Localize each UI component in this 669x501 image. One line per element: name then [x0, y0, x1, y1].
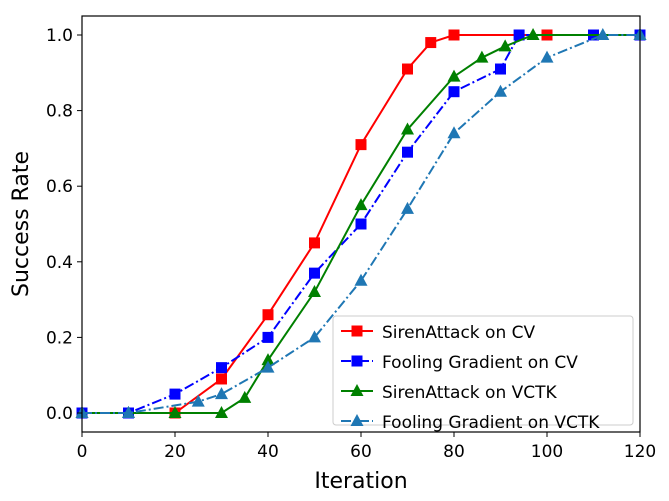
data-point: [354, 273, 368, 286]
data-point: [355, 139, 367, 151]
data-point: [215, 406, 228, 418]
legend-label: Fooling Gradient on VCTK: [382, 413, 600, 433]
data-point: [169, 388, 181, 400]
legend-label: SirenAttack on VCTK: [382, 383, 558, 403]
data-point: [526, 28, 540, 40]
legend-label: Fooling Gradient on CV: [382, 353, 578, 373]
data-point: [596, 28, 610, 40]
data-point: [447, 126, 461, 139]
y-tick-label: 0.2: [46, 328, 73, 348]
data-point: [308, 330, 321, 343]
legend-entry: Fooling Gradient on CV: [341, 353, 578, 373]
data-point: [215, 387, 228, 400]
x-tick-label: 0: [77, 442, 88, 462]
legend-entry: Fooling Gradient on VCTK: [341, 413, 600, 433]
data-point: [308, 285, 321, 298]
data-point: [309, 237, 320, 249]
data-point: [216, 373, 227, 385]
data-point: [191, 394, 205, 407]
data-point: [495, 63, 506, 75]
data-point: [262, 309, 274, 321]
legend-marker: [351, 325, 363, 337]
data-point: [498, 39, 512, 52]
data-point: [354, 198, 368, 211]
x-tick-label: 20: [164, 442, 186, 462]
data-point: [122, 406, 135, 418]
legend-marker: [351, 355, 363, 367]
x-tick-label: 40: [257, 442, 279, 462]
data-point: [540, 50, 554, 63]
legend-marker: [350, 414, 364, 426]
y-tick-label: 0.4: [46, 253, 73, 273]
legend-marker: [350, 384, 364, 396]
data-point: [475, 50, 489, 63]
data-point: [402, 63, 413, 75]
legend: SirenAttack on CV Fooling Gradient on CV S…: [332, 315, 634, 433]
data-point: [447, 69, 461, 82]
axis-ticks: 0 20 40 60 80 100 120 0.0 0.2 0.4 0.6 0.8 1.0: [46, 26, 656, 462]
data-point: [262, 331, 274, 343]
data-point: [261, 360, 275, 373]
x-tick-label: 80: [443, 442, 465, 462]
data-point: [401, 201, 414, 214]
data-point: [355, 218, 367, 230]
legend-box: [332, 315, 634, 426]
legend-entry: SirenAttack on CV: [341, 323, 535, 343]
data-point: [216, 362, 227, 374]
x-tick-label: 120: [624, 442, 656, 462]
data-point: [448, 86, 460, 98]
data-point: [261, 353, 275, 366]
y-tick-label: 0.0: [46, 404, 73, 424]
y-tick-label: 0.6: [46, 177, 73, 197]
y-tick-label: 1.0: [46, 26, 73, 46]
legend-label: SirenAttack on CV: [382, 323, 535, 343]
data-point: [238, 390, 252, 403]
x-axis-label: Iteration: [314, 469, 407, 494]
data-point: [402, 146, 413, 158]
x-tick-label: 100: [531, 442, 563, 462]
y-tick-label: 0.8: [46, 102, 73, 122]
data-point: [168, 406, 182, 418]
data-point: [448, 29, 460, 41]
y-axis-label: Success Rate: [9, 151, 34, 297]
data-point: [513, 29, 525, 41]
data-point: [309, 267, 320, 279]
data-point: [401, 122, 414, 135]
legend-entry: SirenAttack on VCTK: [341, 383, 558, 403]
data-point: [494, 84, 507, 97]
x-tick-label: 60: [350, 442, 372, 462]
data-point: [425, 37, 437, 49]
